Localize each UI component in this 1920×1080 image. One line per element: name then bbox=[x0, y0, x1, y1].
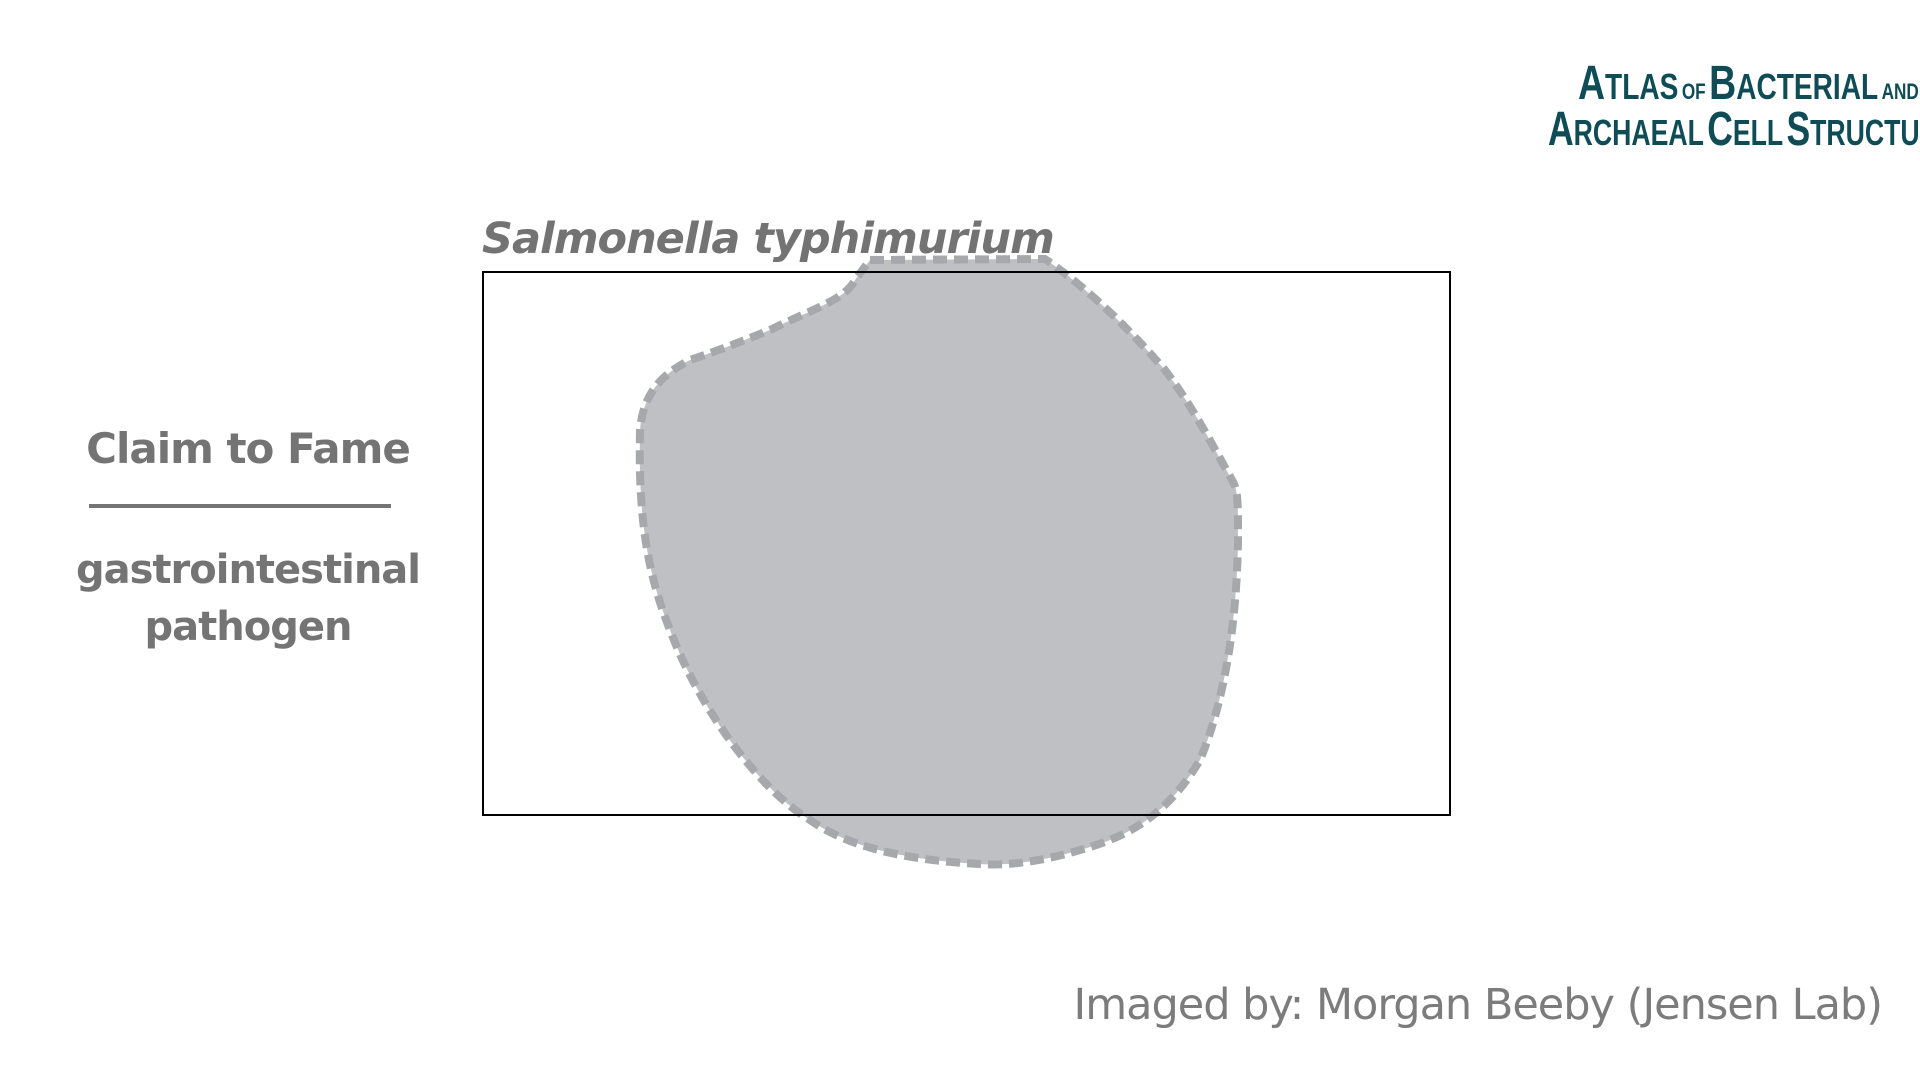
cell-outline-shape bbox=[635, 255, 1242, 869]
logo-line-2: ARCHAEAL CELL STRUCTURE bbox=[1548, 103, 1920, 156]
claim-heading: Claim to Fame bbox=[86, 424, 411, 473]
logo-line-1: ATLAS OF BACTERIAL AND bbox=[1578, 57, 1919, 110]
claim-text-line-2: pathogen bbox=[144, 604, 353, 650]
claim-text-line-1: gastrointestinal bbox=[75, 547, 421, 593]
atlas-logo: ATLAS OF BACTERIAL AND ARCHAEAL CELL STR… bbox=[1548, 60, 1920, 154]
image-credit: Imaged by: Morgan Beeby (Jensen Lab) bbox=[1073, 980, 1883, 1030]
viewer-frame bbox=[482, 271, 1451, 816]
claim-text: gastrointestinal pathogen bbox=[56, 542, 440, 656]
claim-divider bbox=[89, 504, 391, 508]
